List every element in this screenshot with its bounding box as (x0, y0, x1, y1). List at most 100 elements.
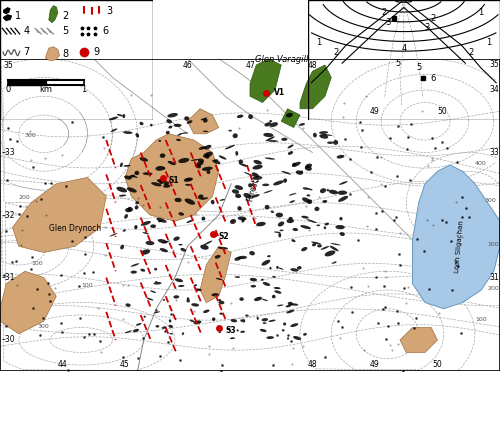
Ellipse shape (159, 180, 164, 184)
Point (44, 279, 52, 286)
Ellipse shape (150, 224, 156, 228)
Text: 0: 0 (5, 85, 10, 94)
Text: 44: 44 (58, 360, 68, 369)
Point (346, 191, 354, 198)
Ellipse shape (236, 151, 238, 156)
Point (26, 265, 34, 272)
Text: –31: –31 (1, 273, 15, 282)
Ellipse shape (301, 247, 308, 251)
Point (412, 315, 420, 322)
Point (358, 126, 366, 133)
Point (46, 298, 54, 304)
Ellipse shape (120, 163, 123, 167)
Ellipse shape (242, 319, 245, 322)
Text: 6: 6 (430, 74, 436, 83)
Text: 47: 47 (245, 61, 255, 70)
Point (226, 299, 234, 306)
Point (374, 319, 382, 326)
Point (18, 227, 26, 233)
Point (28, 157, 36, 163)
Point (26, 128, 34, 135)
Point (377, 154, 385, 161)
Ellipse shape (203, 152, 212, 158)
Point (127, 92, 135, 98)
Ellipse shape (244, 193, 252, 199)
Text: Forest: Forest (246, 178, 260, 203)
Ellipse shape (256, 180, 259, 182)
Point (37, 196, 45, 203)
Ellipse shape (122, 114, 125, 118)
Point (238, 317, 246, 324)
Ellipse shape (262, 282, 270, 286)
Point (47, 179, 55, 186)
Ellipse shape (293, 336, 301, 340)
Ellipse shape (232, 189, 239, 194)
Ellipse shape (338, 196, 348, 202)
Ellipse shape (283, 322, 286, 326)
Ellipse shape (234, 257, 242, 261)
Text: 48: 48 (308, 61, 318, 70)
Text: 2: 2 (62, 11, 69, 21)
Ellipse shape (198, 146, 206, 150)
Point (338, 113, 346, 120)
Ellipse shape (174, 124, 182, 127)
Text: 2: 2 (334, 48, 339, 57)
Text: 3: 3 (424, 23, 430, 31)
Point (90, 331, 98, 338)
Ellipse shape (288, 302, 293, 305)
Point (290, 345, 298, 352)
Ellipse shape (292, 239, 296, 242)
Ellipse shape (191, 303, 199, 307)
Point (290, 190, 298, 197)
Point (454, 263, 462, 270)
Point (13, 137, 21, 144)
Ellipse shape (305, 166, 312, 171)
Point (32, 285, 40, 292)
Point (406, 176, 413, 183)
Polygon shape (188, 109, 219, 134)
Ellipse shape (180, 248, 186, 252)
Point (458, 214, 466, 221)
Ellipse shape (212, 160, 220, 164)
Point (386, 342, 394, 349)
Ellipse shape (321, 246, 329, 250)
Point (348, 309, 356, 316)
Ellipse shape (168, 161, 175, 165)
Ellipse shape (136, 133, 139, 138)
Ellipse shape (190, 320, 194, 322)
Point (462, 204, 470, 211)
Text: 4: 4 (24, 26, 30, 36)
Point (424, 163, 432, 169)
Point (464, 214, 472, 221)
Point (230, 344, 237, 351)
Ellipse shape (311, 242, 321, 245)
Ellipse shape (214, 255, 220, 258)
Ellipse shape (110, 129, 117, 132)
Ellipse shape (312, 243, 316, 246)
Point (429, 221, 437, 228)
Point (138, 334, 146, 341)
Point (130, 169, 138, 176)
Ellipse shape (338, 190, 347, 195)
Text: 7: 7 (24, 47, 30, 58)
Ellipse shape (276, 266, 278, 269)
Text: 50: 50 (438, 107, 447, 116)
Point (396, 229, 404, 236)
Text: 50: 50 (432, 360, 442, 369)
Point (354, 237, 362, 244)
Ellipse shape (216, 278, 222, 280)
Point (29, 304, 37, 311)
Ellipse shape (205, 154, 210, 159)
Point (340, 100, 348, 107)
Ellipse shape (320, 188, 326, 193)
Text: 35: 35 (3, 61, 13, 70)
Ellipse shape (308, 188, 312, 190)
Point (0, 272, 8, 279)
Point (168, 247, 176, 254)
Point (147, 92, 155, 99)
Ellipse shape (278, 221, 284, 227)
Ellipse shape (158, 140, 161, 142)
Point (378, 180, 386, 187)
Point (428, 154, 436, 161)
Ellipse shape (273, 181, 284, 185)
